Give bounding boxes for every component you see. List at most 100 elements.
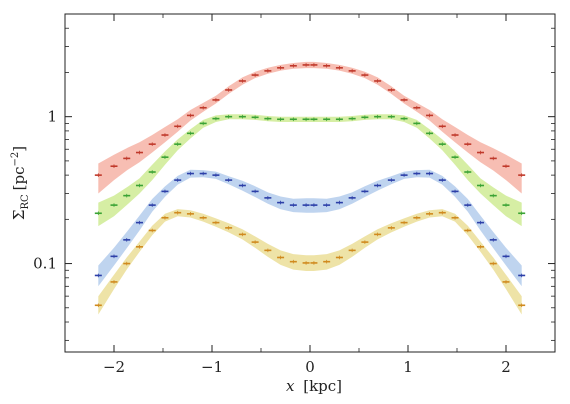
data-point-series-4 <box>289 259 297 264</box>
x-tick-label: −1 <box>201 358 223 376</box>
data-point-series-4 <box>277 255 285 260</box>
data-point-series-2 <box>374 114 382 119</box>
data-point-series-1 <box>148 142 156 146</box>
data-point-series-1 <box>123 156 131 161</box>
data-point-series-1 <box>174 124 182 129</box>
data-point-series-2 <box>212 116 220 121</box>
data-point-series-2 <box>323 117 331 122</box>
data-point-series-3 <box>310 203 318 207</box>
data-point-series-3 <box>489 238 497 242</box>
data-point-series-4 <box>148 228 156 233</box>
data-point-series-3 <box>135 220 143 225</box>
data-point-series-4 <box>302 261 310 265</box>
data-point-series-3 <box>400 173 408 177</box>
data-point-series-2 <box>387 114 395 119</box>
data-point-series-2 <box>264 116 272 121</box>
data-point-series-2 <box>225 114 233 119</box>
data-point-series-1 <box>400 98 408 102</box>
data-point-series-2 <box>302 117 310 122</box>
data-point-series-2 <box>361 115 369 120</box>
data-point-series-4 <box>174 210 182 215</box>
data-point-series-2 <box>174 142 182 146</box>
data-point-series-1 <box>94 173 102 177</box>
data-point-series-1 <box>387 88 395 92</box>
data-point-series-2 <box>310 117 318 122</box>
data-point-series-1 <box>186 113 194 118</box>
data-point-series-4 <box>238 232 246 237</box>
data-point-series-4 <box>310 261 318 265</box>
data-point-series-2 <box>238 114 246 119</box>
data-point-series-4 <box>361 240 369 244</box>
data-points <box>94 63 526 308</box>
data-point-series-2 <box>199 121 207 126</box>
data-point-series-1 <box>277 66 285 70</box>
data-point-series-2 <box>477 183 485 188</box>
data-point-series-3 <box>302 203 310 207</box>
data-point-series-1 <box>361 73 369 77</box>
data-point-series-3 <box>477 220 485 225</box>
y-axis-label: ΣRC[pc−2] <box>10 146 31 220</box>
data-point-series-3 <box>361 189 369 194</box>
data-point-series-4 <box>451 215 459 220</box>
data-point-series-1 <box>135 150 143 155</box>
x-tick-label: 1 <box>403 358 413 376</box>
data-point-series-3 <box>374 183 382 188</box>
data-point-series-4 <box>518 303 526 308</box>
y-tick-label: 0.1 <box>33 255 57 273</box>
data-point-series-1 <box>489 156 497 161</box>
data-point-series-3 <box>251 189 259 194</box>
data-point-series-4 <box>161 215 169 220</box>
data-point-series-3 <box>426 171 434 176</box>
data-point-series-3 <box>161 189 169 194</box>
data-point-series-1 <box>199 105 207 110</box>
data-point-series-2 <box>277 117 285 122</box>
axis-ticks <box>64 13 556 352</box>
data-point-series-1 <box>238 79 246 83</box>
data-point-series-3 <box>238 183 246 188</box>
data-point-series-3 <box>277 200 285 205</box>
data-point-series-1 <box>374 79 382 83</box>
data-point-series-2 <box>426 131 434 136</box>
data-point-series-4 <box>110 280 118 284</box>
data-point-series-1 <box>426 113 434 118</box>
confidence-bands <box>98 61 522 315</box>
data-point-series-3 <box>225 178 233 182</box>
data-point-series-3 <box>464 203 472 207</box>
data-point-series-1 <box>251 73 259 77</box>
data-point-series-1 <box>225 88 233 92</box>
data-point-series-3 <box>148 203 156 207</box>
x-axis-label: x [kpc] <box>286 377 342 395</box>
data-point-series-4 <box>413 215 421 220</box>
data-point-series-3 <box>502 254 510 259</box>
data-point-series-4 <box>374 232 382 237</box>
data-point-series-2 <box>400 116 408 121</box>
data-point-series-3 <box>212 173 220 177</box>
data-point-series-3 <box>186 171 194 176</box>
data-point-series-3 <box>323 203 331 207</box>
data-point-series-4 <box>264 248 272 253</box>
data-point-series-1 <box>161 133 169 137</box>
data-point-series-4 <box>335 255 343 260</box>
data-point-series-2 <box>161 155 169 159</box>
data-point-series-1 <box>289 63 297 68</box>
data-point-series-1 <box>413 105 421 110</box>
data-point-series-1 <box>323 63 331 68</box>
data-point-series-3 <box>348 196 356 200</box>
data-point-series-1 <box>518 173 526 177</box>
data-point-series-4 <box>400 220 408 225</box>
data-point-series-2 <box>123 193 131 198</box>
data-point-series-1 <box>310 63 318 67</box>
data-point-series-4 <box>438 210 446 215</box>
x-tick-label: 2 <box>501 358 511 376</box>
x-tick-label: 0 <box>305 358 315 376</box>
data-point-series-2 <box>148 170 156 174</box>
data-point-series-4 <box>464 228 472 233</box>
data-point-series-1 <box>451 133 459 137</box>
data-point-series-2 <box>110 203 118 207</box>
band-series-1 <box>98 61 522 194</box>
data-point-series-4 <box>94 303 102 308</box>
data-point-series-4 <box>225 226 233 230</box>
data-point-series-1 <box>438 124 446 129</box>
data-point-series-3 <box>199 171 207 176</box>
